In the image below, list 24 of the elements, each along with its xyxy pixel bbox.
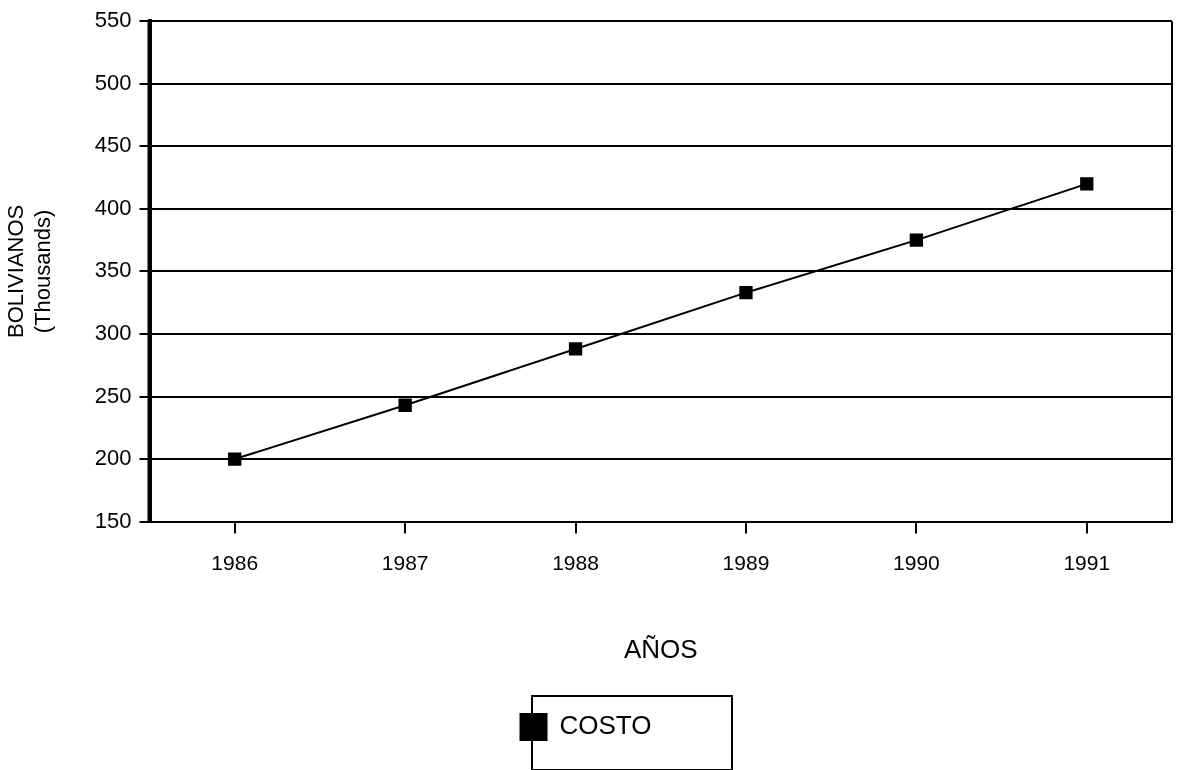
y-axis-title: BOLIVIANOS (Thousands)	[3, 204, 55, 339]
x-tick-label: 1991	[1063, 551, 1111, 574]
x-tick-label: 1987	[381, 551, 429, 574]
point	[1080, 177, 1094, 191]
point	[568, 342, 583, 356]
y-tick-label: 250	[94, 382, 132, 408]
y-tick-label: 450	[94, 132, 132, 158]
x-axis-title: AÑOS	[623, 633, 698, 664]
y-tick-label: 350	[94, 257, 132, 283]
x-tick-label: 1989	[722, 551, 770, 574]
point	[228, 452, 242, 466]
point	[909, 233, 924, 247]
y-tick-label: 500	[94, 69, 132, 95]
y-tick-label: 200	[94, 445, 132, 471]
legend-label: COSTO	[559, 710, 652, 741]
point	[398, 398, 412, 412]
x-tick-label: 1988	[552, 551, 599, 574]
x-tick-label: 1986	[211, 551, 259, 574]
y-tick-label: 150	[94, 507, 132, 533]
x-tick-label: 1990	[893, 551, 940, 574]
point	[739, 286, 753, 300]
y-tick-label: 400	[94, 194, 132, 220]
y-tick-label: 300	[94, 320, 132, 346]
y-tick-label: 550	[94, 7, 132, 33]
